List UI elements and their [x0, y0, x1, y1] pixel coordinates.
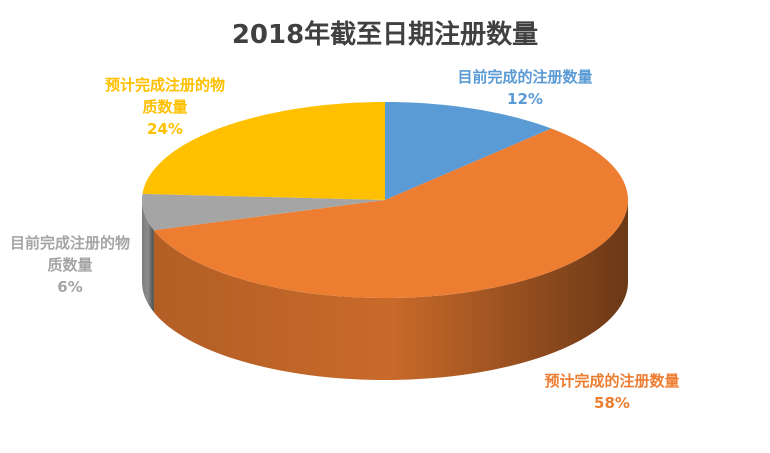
chart-title: 2018年截至日期注册数量	[231, 20, 539, 50]
data-label: 预计完成的注册数量 58%	[542, 370, 682, 414]
slice	[153, 128, 628, 298]
slice-side	[153, 200, 629, 380]
value-label: 12%	[507, 90, 543, 108]
category-label: 预计完成注册的物质数量	[104, 76, 225, 116]
slice	[142, 102, 385, 200]
category-label: 目前完成的注册数量	[457, 68, 593, 86]
category-label: 目前完成注册的物质数量	[9, 234, 130, 274]
slice-side	[142, 200, 154, 313]
value-label: 24%	[147, 120, 183, 138]
data-label: 目前完成注册的物质数量 6%	[5, 232, 135, 298]
slice	[385, 102, 552, 200]
data-label: 目前完成的注册数量 12%	[430, 66, 620, 110]
value-label: 58%	[594, 394, 630, 412]
value-label: 6%	[57, 278, 83, 296]
category-label: 预计完成的注册数量	[544, 372, 680, 390]
slice	[142, 193, 385, 231]
data-label: 预计完成注册的物质数量 24%	[100, 74, 230, 140]
